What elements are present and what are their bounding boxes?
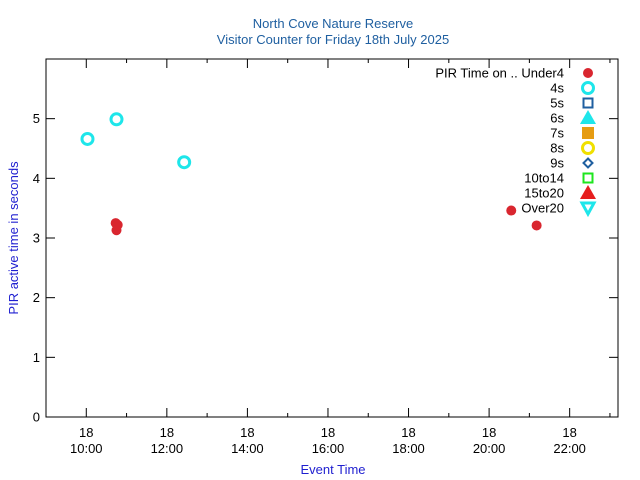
legend-label: 8s [550,141,564,156]
legend-label: 9s [550,156,564,171]
y-axis: 0 1 2 3 4 5 [33,111,618,425]
legend-label: Over20 [521,201,564,216]
data-point-under4 [531,220,542,231]
y-tick-label: 4 [33,171,40,186]
y-tick-label: 2 [33,290,40,305]
legend-label: 7s [550,126,564,141]
legend-label: 6s [550,111,564,126]
x-tick-day-label: 18 [160,425,174,440]
y-axis-label: PIR active time in seconds [6,161,21,315]
legend-label: 15to20 [524,186,564,201]
x-tick-time-label: 18:00 [392,441,425,456]
legend-marker-10to14 [582,172,594,184]
x-tick-day-label: 18 [321,425,335,440]
y-tick-label: 0 [33,410,40,425]
legend-marker-15to20 [580,185,596,199]
legend-marker-over20 [579,201,597,218]
x-tick-time-label: 12:00 [151,441,184,456]
legend-label: 4s [550,81,564,96]
legend-label: 10to14 [524,171,564,186]
data-point-4s [80,131,95,146]
x-tick-time-label: 14:00 [231,441,264,456]
x-tick-time-label: 16:00 [312,441,345,456]
legend-marker-9s [582,157,594,169]
legend-label: 5s [550,96,564,111]
chart-title: North Cove Nature Reserve [253,16,413,31]
x-tick-time-label: 10:00 [70,441,103,456]
data-point-4s [109,112,124,127]
x-tick-day-label: 18 [79,425,93,440]
legend: PIR Time on .. Under44s5s6s7s8s9s10to141… [435,66,597,218]
x-axis-label: Event Time [300,462,365,477]
x-axis: 1810:001812:001814:001816:001818:001820:… [45,59,611,456]
data-point-4s [177,155,192,170]
x-tick-day-label: 18 [401,425,415,440]
legend-marker-6s [580,110,596,124]
legend-label: PIR Time on .. Under4 [435,66,564,81]
x-tick-day-label: 18 [562,425,576,440]
legend-marker-5s [582,97,594,109]
x-tick-time-label: 22:00 [553,441,586,456]
legend-marker-7s [582,127,594,139]
y-tick-label: 5 [33,111,40,126]
y-tick-label: 1 [33,350,40,365]
legend-marker-under4 [583,68,593,78]
legend-marker-4s [581,81,595,95]
y-tick-label: 3 [33,231,40,246]
chart-subtitle: Visitor Counter for Friday 18th July 202… [217,32,449,47]
x-tick-time-label: 20:00 [473,441,506,456]
data-point-under4 [111,225,122,236]
data-points [80,112,542,236]
legend-marker-8s [581,141,595,155]
x-tick-day-label: 18 [482,425,496,440]
data-point-under4 [506,205,517,216]
x-tick-day-label: 18 [240,425,254,440]
plot-area-border [45,58,619,418]
